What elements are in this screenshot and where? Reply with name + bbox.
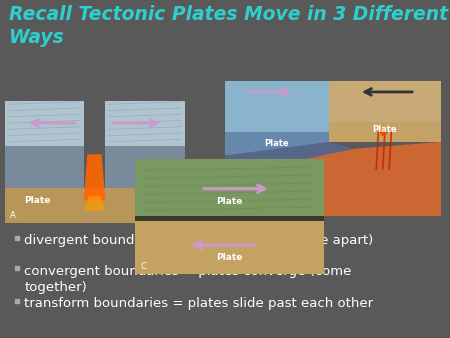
Text: Plate: Plate [265, 139, 289, 148]
Text: Plate: Plate [139, 196, 165, 205]
Polygon shape [328, 81, 441, 122]
Text: convergent boundaries = plates converge (come
together): convergent boundaries = plates converge … [24, 265, 352, 294]
Polygon shape [135, 216, 324, 221]
Polygon shape [4, 188, 184, 223]
Polygon shape [105, 100, 184, 146]
Polygon shape [135, 221, 324, 274]
Polygon shape [225, 132, 328, 155]
Polygon shape [4, 100, 84, 146]
Polygon shape [225, 81, 328, 132]
Polygon shape [328, 122, 441, 142]
Text: B.: B. [231, 204, 240, 213]
Polygon shape [225, 142, 441, 216]
Text: Plate: Plate [216, 197, 243, 206]
Text: A.: A. [10, 211, 18, 220]
Polygon shape [225, 142, 355, 176]
Text: Asthenosphere: Asthenosphere [247, 196, 311, 205]
Text: Plate: Plate [373, 125, 397, 135]
Polygon shape [84, 196, 105, 211]
Polygon shape [84, 154, 105, 200]
Text: divergent boundaries = plates diverge (move apart): divergent boundaries = plates diverge (m… [24, 234, 374, 247]
Text: Recall Tectonic Plates Move in 3 Different
Ways: Recall Tectonic Plates Move in 3 Differe… [9, 5, 448, 47]
Polygon shape [135, 159, 324, 216]
Polygon shape [105, 146, 184, 188]
Text: Plate: Plate [216, 253, 243, 262]
Text: transform boundaries = plates slide past each other: transform boundaries = plates slide past… [24, 297, 374, 310]
Text: C.: C. [141, 262, 149, 271]
Polygon shape [4, 146, 84, 188]
Text: Plate: Plate [24, 196, 50, 205]
